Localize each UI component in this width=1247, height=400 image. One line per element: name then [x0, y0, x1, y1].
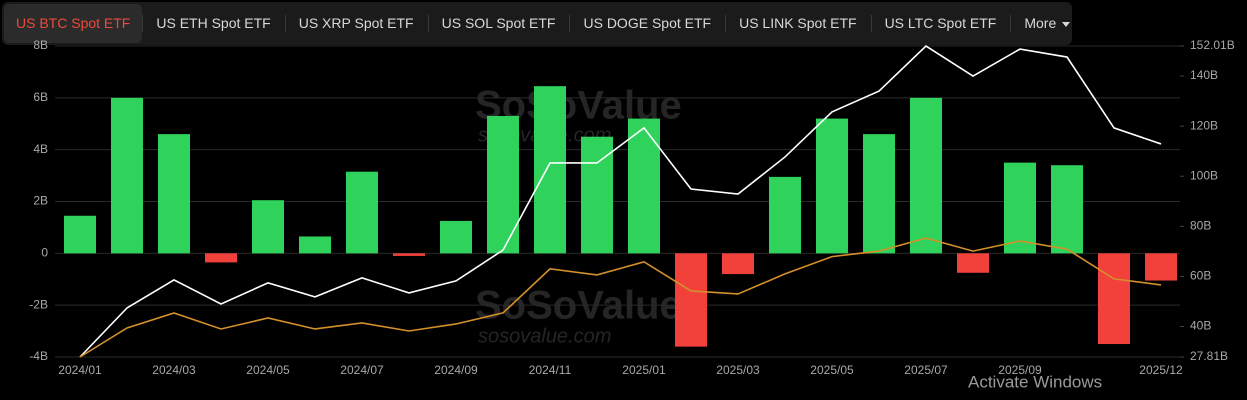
tab[interactable]: US XRP Spot ETF	[284, 2, 428, 45]
tab-bar: US BTC Spot ETF US ETH Spot ETF US XRP Spo…	[2, 2, 1072, 45]
y2-tick-label: 40B	[1190, 319, 1211, 333]
y-tick-label: 0	[41, 246, 48, 260]
x-tick-label: 2025/01	[622, 363, 666, 377]
x-tick-label: 2024/01	[58, 363, 102, 377]
bar	[299, 236, 331, 254]
x-tick-label: 2025/03	[716, 363, 760, 377]
bar	[487, 115, 519, 254]
bar	[1004, 162, 1036, 254]
watermark: sosovalue.com	[478, 325, 611, 347]
x-tick-label: 2025/05	[810, 363, 854, 377]
x-tick-label: 2024/09	[434, 363, 478, 377]
tab[interactable]: US LTC Spot ETF	[870, 2, 1011, 45]
bar	[675, 253, 707, 347]
x-tick-label: 2025/12	[1139, 363, 1183, 377]
tab-label[interactable]: US LTC Spot ETF	[884, 15, 997, 31]
bar	[957, 253, 989, 273]
y2-tick-label: 100B	[1190, 168, 1218, 182]
caret[interactable]	[1062, 21, 1071, 27]
bar	[816, 118, 848, 254]
bar	[440, 220, 472, 254]
tab[interactable]: US ETH Spot ETF	[142, 2, 284, 45]
tab[interactable]: US DOGE Spot ETF	[569, 2, 725, 45]
bar	[910, 97, 942, 254]
tab-label[interactable]: More	[1024, 15, 1057, 31]
line	[79, 45, 1162, 358]
x-tick-label: 2024/11	[529, 363, 572, 377]
bar	[346, 171, 378, 254]
tab-label[interactable]: US BTC Spot ETF	[16, 15, 131, 31]
y-tick-label: 8B	[33, 38, 48, 52]
bar	[64, 215, 96, 254]
y2-tick-label: 140B	[1190, 68, 1218, 82]
tab-label[interactable]: US SOL Spot ETF	[441, 15, 556, 31]
bar	[1051, 165, 1083, 254]
x-tick-label: 2025/07	[904, 363, 948, 377]
y-tick-label: 6B	[33, 90, 48, 104]
y-tick-label: -4B	[29, 349, 48, 363]
bar	[534, 86, 566, 254]
bar	[722, 253, 754, 275]
x-tick-label: 2024/05	[246, 363, 290, 377]
y-tick-label: 2B	[33, 194, 48, 208]
bar	[393, 253, 425, 256]
bar	[111, 97, 143, 254]
x-tick-label: 2024/07	[340, 363, 384, 377]
y-tick-label: -2B	[29, 297, 48, 311]
y2-tick-label: 152.01B	[1190, 38, 1235, 52]
bar	[252, 200, 284, 254]
y2-tick-label: 60B	[1190, 269, 1211, 283]
bar	[628, 118, 660, 254]
bar	[1098, 253, 1130, 345]
y2-tick-label: 120B	[1190, 118, 1218, 132]
y2-tick-label: 27.81B	[1190, 349, 1228, 363]
bar	[205, 253, 237, 263]
bar	[158, 134, 190, 254]
bar	[1145, 253, 1177, 281]
bar	[769, 176, 801, 254]
x-tick-label: 2025/09	[998, 363, 1042, 377]
bar	[863, 134, 895, 254]
tab-label[interactable]: US LINK Spot ETF	[739, 15, 857, 31]
y-tick-label: 4B	[33, 142, 48, 156]
tab-label[interactable]: US XRP Spot ETF	[298, 15, 414, 31]
tab-label[interactable]: US ETH Spot ETF	[156, 15, 271, 31]
tab[interactable]: US SOL Spot ETF	[427, 2, 570, 45]
line	[79, 237, 1162, 358]
tab[interactable]: More	[1010, 2, 1084, 45]
bar	[581, 136, 613, 254]
tab[interactable]: US BTC Spot ETF	[4, 4, 143, 43]
y2-tick-label: 80B	[1190, 218, 1211, 232]
tab[interactable]: US LINK Spot ETF	[725, 2, 870, 45]
x-tick-label: 2024/03	[152, 363, 196, 377]
overlay-text: Activate Windows	[968, 372, 1102, 391]
tab-label[interactable]: US DOGE Spot ETF	[583, 15, 712, 31]
